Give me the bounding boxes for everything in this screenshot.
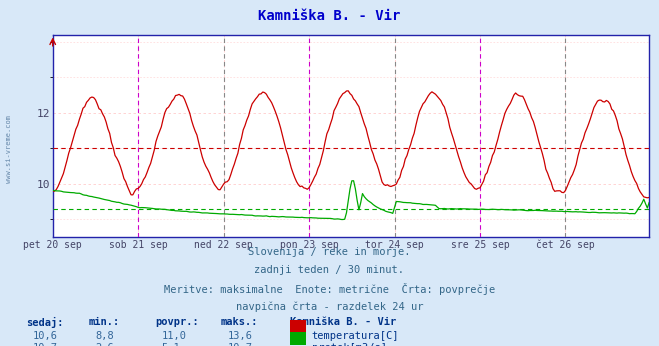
Text: zadnji teden / 30 minut.: zadnji teden / 30 minut. [254,265,405,275]
Text: Meritve: maksimalne  Enote: metrične  Črta: povprečje: Meritve: maksimalne Enote: metrične Črta… [164,283,495,295]
Text: 13,6: 13,6 [227,331,252,342]
Text: Kamniška B. - Vir: Kamniška B. - Vir [258,9,401,22]
Text: www.si-vreme.com: www.si-vreme.com [5,115,12,183]
Text: 10,7: 10,7 [227,343,252,346]
Text: 11,0: 11,0 [161,331,186,342]
Text: temperatura[C]: temperatura[C] [312,331,399,342]
Text: navpična črta - razdelek 24 ur: navpična črta - razdelek 24 ur [236,301,423,312]
Text: pretok[m3/s]: pretok[m3/s] [312,343,387,346]
Text: 8,8: 8,8 [96,331,114,342]
Text: Kamniška B. - Vir: Kamniška B. - Vir [290,317,396,327]
Text: 10,6: 10,6 [33,331,58,342]
Text: 2,6: 2,6 [96,343,114,346]
Text: min.:: min.: [89,317,120,327]
Text: sedaj:: sedaj: [26,317,64,328]
Text: 10,7: 10,7 [33,343,58,346]
Text: Slovenija / reke in morje.: Slovenija / reke in morje. [248,247,411,257]
Text: povpr.:: povpr.: [155,317,198,327]
Text: maks.:: maks.: [221,317,258,327]
Text: 5,1: 5,1 [161,343,180,346]
